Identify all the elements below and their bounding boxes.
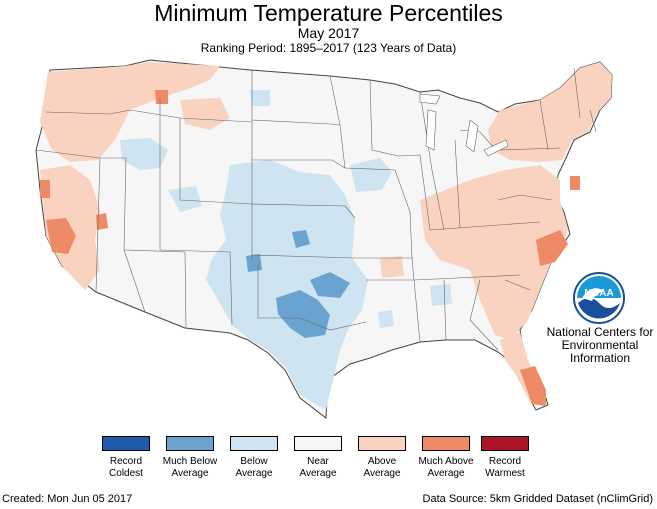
much-above-average-regions	[40, 90, 580, 406]
legend-label: Much Above Average	[418, 456, 474, 479]
ranking-period: Ranking Period: 1895–2017 (123 Years of …	[200, 41, 457, 55]
legend-label: Much Below Average	[162, 456, 218, 479]
legend-swatch	[166, 436, 214, 451]
legend-swatch	[230, 436, 278, 451]
created-date: Created: Mon Jun 05 2017	[2, 493, 133, 505]
map-title: Minimum Temperature Percentiles	[154, 0, 503, 26]
legend-above-average: Above Average	[352, 436, 412, 480]
below-average-regions	[120, 90, 452, 410]
legend-label: Near Average	[299, 456, 337, 479]
legend-label: Below Average	[235, 456, 273, 479]
legend-swatch	[358, 436, 406, 451]
legend-swatch	[481, 436, 529, 451]
noaa-logo-text: NOAA	[584, 288, 613, 299]
legend-label: Record Coldest	[109, 456, 143, 479]
state-boundaries	[35, 67, 597, 351]
legend-label: Record Warmest	[485, 456, 525, 479]
legend-below-average: Below Average	[224, 436, 284, 480]
great-lakes	[419, 93, 509, 157]
map-subtitle: May 2017	[297, 25, 360, 41]
agency-name: National Centers for Environmental Infor…	[546, 325, 654, 365]
legend-record-coldest: Record Coldest	[96, 436, 156, 480]
us-percentile-map	[35, 59, 613, 419]
noaa-logo: NOAA	[573, 272, 625, 324]
data-source: Data Source: 5km Gridded Dataset (nClimG…	[422, 493, 653, 505]
legend-much-above-average: Much Above Average	[416, 436, 476, 480]
legend-swatch	[422, 436, 470, 451]
legend-near-average: Near Average	[288, 436, 348, 480]
legend-swatch	[102, 436, 150, 451]
legend-swatch	[294, 436, 342, 451]
legend-record-warmest: Record Warmest	[475, 436, 535, 480]
legend-much-below-average: Much Below Average	[160, 436, 220, 480]
much-below-average-regions	[246, 230, 350, 338]
legend-label: Above Average	[363, 456, 401, 479]
